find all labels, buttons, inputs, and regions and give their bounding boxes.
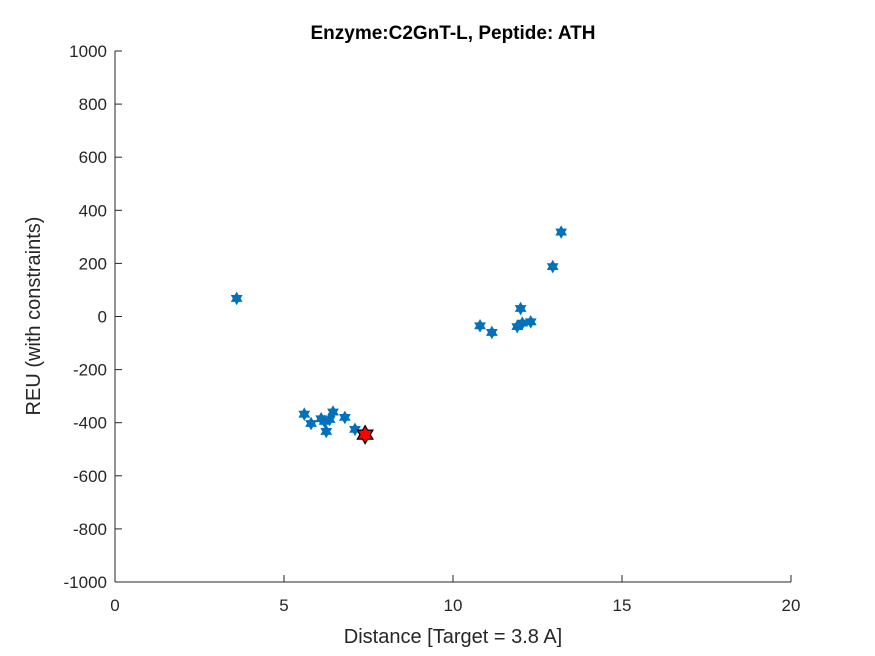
ticks: 0 5 10 15 20 -1000 -800 -600 -400 -200 0 200 400 600 8… bbox=[64, 42, 801, 615]
y-tick-label: -400 bbox=[73, 414, 107, 433]
data-point bbox=[327, 405, 339, 419]
y-tick-label: -1000 bbox=[64, 573, 107, 592]
highlight-point bbox=[356, 424, 374, 445]
y-tick-label: 600 bbox=[79, 148, 107, 167]
y-tick-label: 1000 bbox=[69, 42, 107, 61]
data-point bbox=[349, 422, 361, 437]
data-point bbox=[298, 407, 311, 422]
x-tick-label: 20 bbox=[782, 596, 801, 615]
data-point bbox=[323, 412, 336, 427]
y-tick-label: 0 bbox=[98, 308, 107, 327]
y-tick-label: 800 bbox=[79, 95, 107, 114]
data-point bbox=[338, 410, 351, 425]
x-tick-label: 10 bbox=[444, 596, 463, 615]
data-point bbox=[485, 325, 498, 340]
chart-title: Enzyme:C2GnT-L, Peptide: ATH bbox=[310, 23, 595, 44]
data-point bbox=[555, 225, 568, 239]
data-point bbox=[524, 315, 537, 329]
data-point bbox=[320, 424, 333, 439]
y-tick-label: -600 bbox=[73, 467, 107, 486]
x-tick-label: 15 bbox=[613, 596, 632, 615]
y-axis-title: REU (with constraints) bbox=[23, 217, 45, 416]
x-tick-label: 5 bbox=[279, 596, 288, 615]
plot-area bbox=[115, 51, 791, 582]
y-tick-label: 200 bbox=[79, 254, 107, 273]
x-axis-title: Distance [Target = 3.8 A] bbox=[344, 626, 562, 648]
y-tick-label: -200 bbox=[73, 361, 107, 380]
data-point bbox=[514, 301, 527, 316]
y-tick-label: -800 bbox=[73, 520, 107, 539]
data-point bbox=[474, 318, 486, 333]
data-point bbox=[230, 291, 243, 306]
data-point bbox=[546, 259, 559, 274]
x-tick-label: 0 bbox=[110, 596, 119, 615]
y-tick-label: 400 bbox=[79, 201, 107, 220]
data-points bbox=[230, 225, 568, 445]
